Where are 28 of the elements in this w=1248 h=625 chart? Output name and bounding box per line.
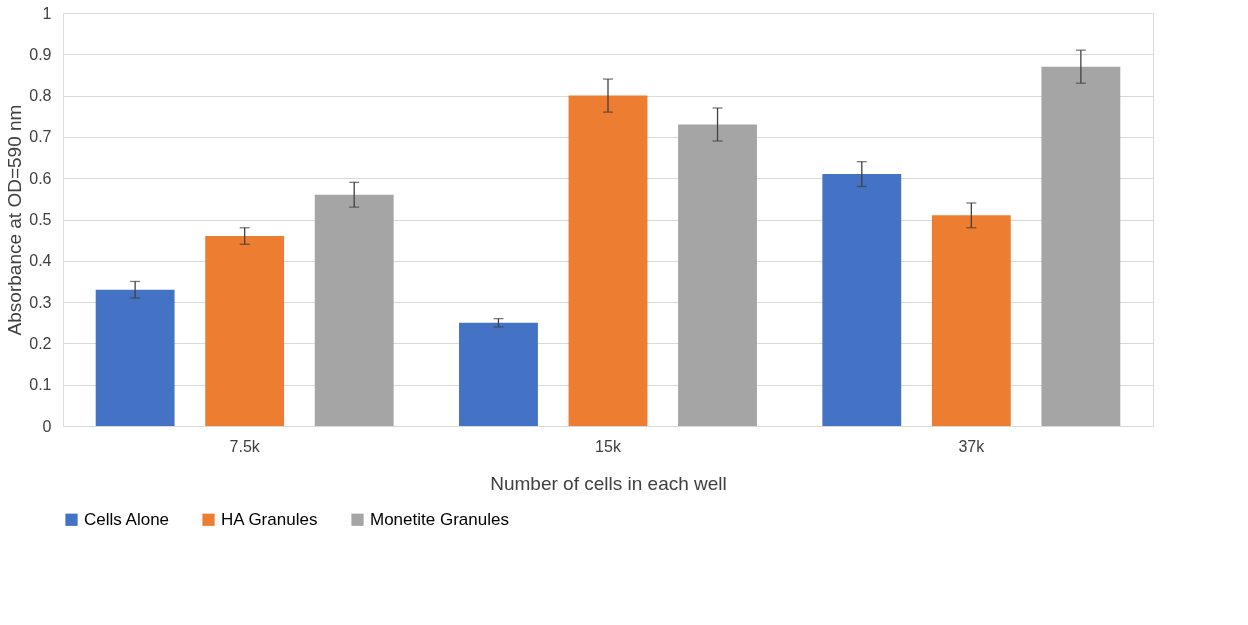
y-tick-label: 0.1 [29, 376, 52, 394]
legend-label: HA Granules [221, 509, 318, 529]
y-tick-label: 1 [42, 4, 52, 22]
legend-label: Cells Alone [84, 509, 170, 529]
x-tick-label: 15k [595, 437, 622, 455]
bar [822, 174, 902, 426]
bar [931, 215, 1011, 426]
x-axis-title: Number of cells in each well [490, 472, 727, 494]
y-tick-label: 0.6 [29, 169, 52, 187]
bar [205, 236, 285, 426]
bar [314, 194, 394, 426]
bar [1041, 66, 1121, 426]
y-tick-label: 0.7 [29, 128, 52, 146]
bar [459, 322, 538, 426]
bar [95, 289, 175, 426]
bar [678, 124, 757, 426]
y-tick-label: 0.3 [29, 293, 52, 311]
y-tick-label: 0.9 [29, 45, 52, 63]
x-tick-label: 37k [958, 437, 986, 455]
y-tick-label: 0.8 [29, 87, 52, 105]
legend-label: Monetite Granules [370, 509, 509, 529]
y-tick-label: 0.2 [29, 334, 52, 352]
x-tick-label: 7.5k [229, 437, 261, 455]
y-tick-label: 0.5 [29, 211, 52, 228]
y-tick-label: 0 [42, 417, 52, 435]
y-axis-title: Absorbance at OD=590 nm [4, 104, 26, 336]
bar [568, 95, 648, 426]
y-tick-label: 0.4 [29, 252, 52, 270]
